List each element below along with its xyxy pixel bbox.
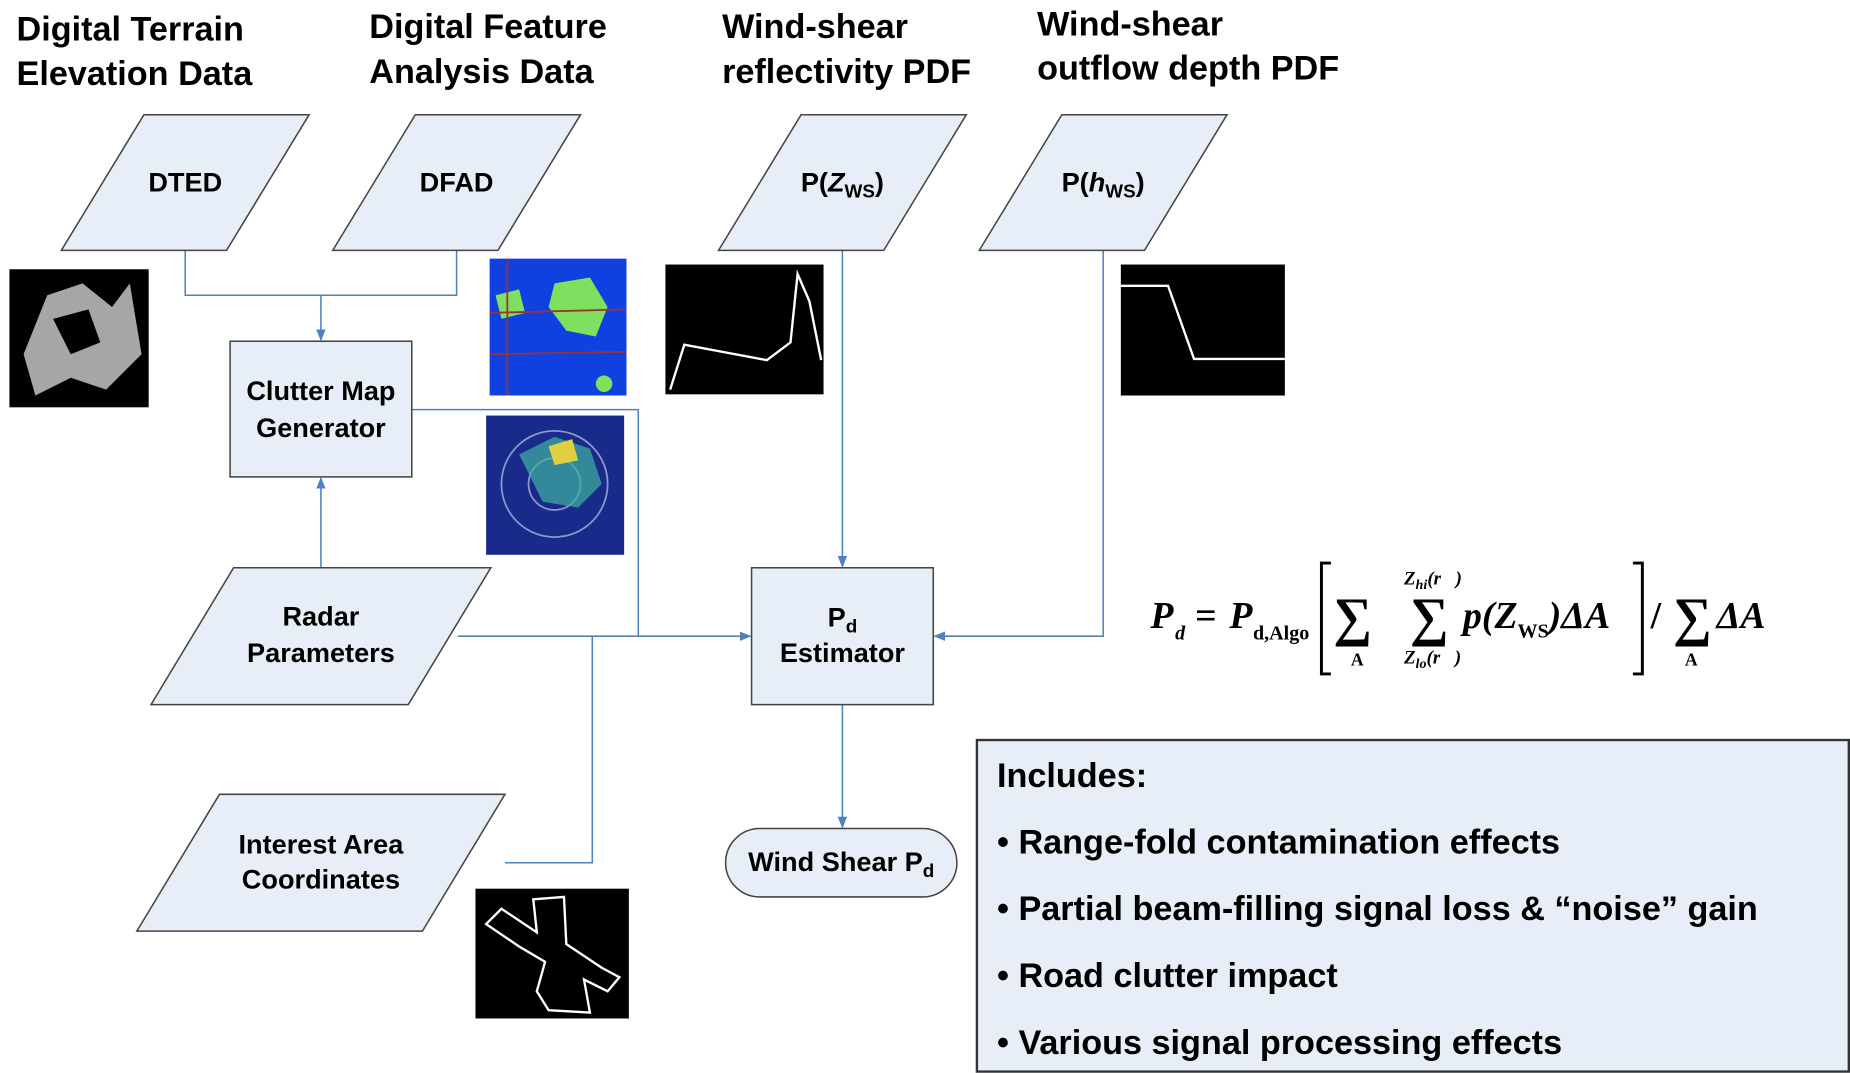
node-label: Generator — [256, 412, 386, 443]
thumbnail — [1121, 265, 1285, 396]
text: (r⃗) — [1427, 568, 1462, 589]
node-label: Radar — [282, 601, 359, 632]
text: Z — [827, 166, 846, 197]
node-label: Clutter Map — [246, 375, 395, 406]
process — [230, 341, 412, 477]
includes-item: • Road clutter impact — [997, 957, 1338, 995]
formula-text: P — [1149, 595, 1174, 637]
formula: P d = P d,Algo ∑ A ∑ Zhi(r⃗) Zlo(r⃗) p(Z… — [1149, 563, 1765, 674]
formula-sub: Zhi(r⃗) — [1403, 568, 1462, 593]
header: Wind-shear — [1037, 6, 1223, 44]
diagram: Digital Terrain Elevation Data Digital F… — [0, 0, 1850, 1073]
subscript: WS — [1105, 180, 1135, 201]
node-label: DTED — [148, 166, 222, 197]
subscript: WS — [845, 180, 875, 201]
includes-item: • Partial beam-filling signal loss & “no… — [997, 890, 1758, 928]
formula-sub: d — [1175, 623, 1186, 645]
node-label: DFAD — [420, 166, 494, 197]
text: (r⃗) — [1427, 647, 1462, 668]
formula-sub: A — [1351, 650, 1364, 670]
text: Z — [1403, 568, 1416, 589]
formula-text: ∑ — [1410, 587, 1449, 647]
text: h — [1089, 166, 1106, 197]
header: Wind-shear — [722, 8, 908, 46]
header: outflow depth PDF — [1037, 49, 1339, 87]
subscript: d — [923, 860, 935, 881]
node-label: Estimator — [780, 637, 906, 668]
text: WS — [1518, 620, 1549, 642]
subscript: d — [846, 616, 858, 637]
node-label: Wind Shear Pd — [748, 846, 934, 881]
thumbnail — [665, 265, 823, 395]
thumbnail — [9, 269, 148, 407]
thumbnail — [490, 259, 627, 396]
formula-text: ΔA — [1715, 595, 1766, 637]
text: hi — [1416, 577, 1428, 593]
formula-sub: A — [1685, 650, 1698, 670]
header: Analysis Data — [369, 53, 594, 91]
thumbnail — [475, 889, 628, 1019]
text: Wind Shear P — [748, 846, 923, 877]
includes-item: • Range-fold contamination effects — [997, 823, 1560, 861]
text: )ΔA — [1546, 595, 1610, 637]
text: P( — [1062, 166, 1089, 197]
text: Z — [1403, 647, 1416, 668]
includes-item: • Various signal processing effects — [997, 1024, 1562, 1062]
formula-sub: d,Algo — [1253, 623, 1309, 645]
node-label: Coordinates — [242, 864, 400, 895]
formula-text: / — [1650, 595, 1662, 637]
formula-text: = — [1195, 595, 1217, 637]
header: reflectivity PDF — [722, 53, 971, 91]
text: P( — [801, 166, 828, 197]
header: Digital Feature — [369, 8, 607, 46]
includes-title: Includes: — [997, 757, 1147, 795]
thumbnail — [486, 416, 624, 555]
formula-text: ∑ — [1673, 587, 1712, 647]
text: P — [828, 602, 846, 633]
text: ) — [875, 166, 884, 197]
formula-text: p(ZWS)ΔA — [1460, 595, 1610, 642]
text: p(Z — [1460, 595, 1518, 637]
header: Digital Terrain — [17, 10, 244, 48]
text: lo — [1416, 656, 1427, 672]
text: ) — [1136, 166, 1145, 197]
formula-text: ∑ — [1333, 587, 1372, 647]
header: Elevation Data — [17, 55, 254, 93]
node-label: Parameters — [247, 637, 395, 668]
node-label: Interest Area — [238, 828, 404, 859]
formula-text: P — [1228, 595, 1253, 637]
formula-sub: Zlo(r⃗) — [1403, 647, 1461, 672]
